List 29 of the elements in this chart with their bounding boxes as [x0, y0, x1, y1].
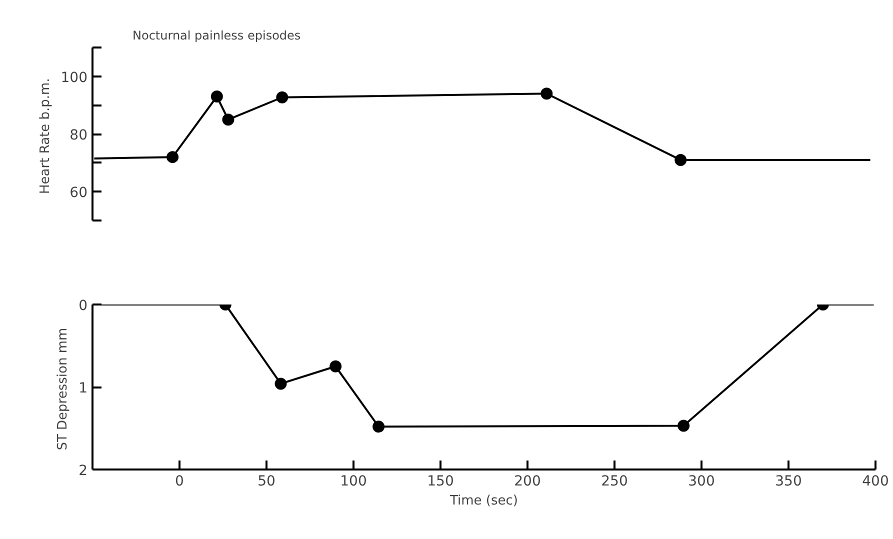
- y-tick-label: 60: [70, 185, 88, 202]
- chart-title: Nocturnal painless episodes: [132, 28, 301, 42]
- point: [210, 90, 223, 103]
- y-tick-label: 0: [78, 298, 88, 314]
- point: [540, 88, 553, 100]
- x-tick-label: 0: [175, 474, 184, 490]
- y-axis-title: Heart Rate b.p.m.: [38, 78, 53, 194]
- x-tick-label: 250: [601, 474, 628, 490]
- point: [674, 154, 687, 166]
- x-tick-label: 50: [258, 474, 276, 490]
- point: [678, 420, 690, 432]
- y-axis-title: ST Depression mm: [56, 328, 71, 450]
- y-tick-label: 2: [78, 463, 88, 479]
- x-tick-label: 100: [340, 474, 367, 490]
- point: [276, 91, 288, 104]
- point: [330, 360, 342, 372]
- y-tick-label: 1: [78, 380, 88, 396]
- point: [166, 151, 179, 164]
- x-tick-label: 350: [775, 474, 802, 490]
- y-tick-label: 100: [60, 70, 88, 86]
- y-tick-label: 80: [70, 128, 88, 144]
- point: [274, 378, 287, 390]
- x-tick-label: 300: [688, 474, 715, 490]
- x-axis-title: Time (sec): [448, 494, 518, 508]
- point: [222, 114, 234, 126]
- point: [372, 420, 385, 433]
- x-tick-label: 200: [514, 474, 541, 490]
- x-tick-label: 150: [427, 474, 454, 490]
- x-tick-label: 400: [862, 474, 889, 490]
